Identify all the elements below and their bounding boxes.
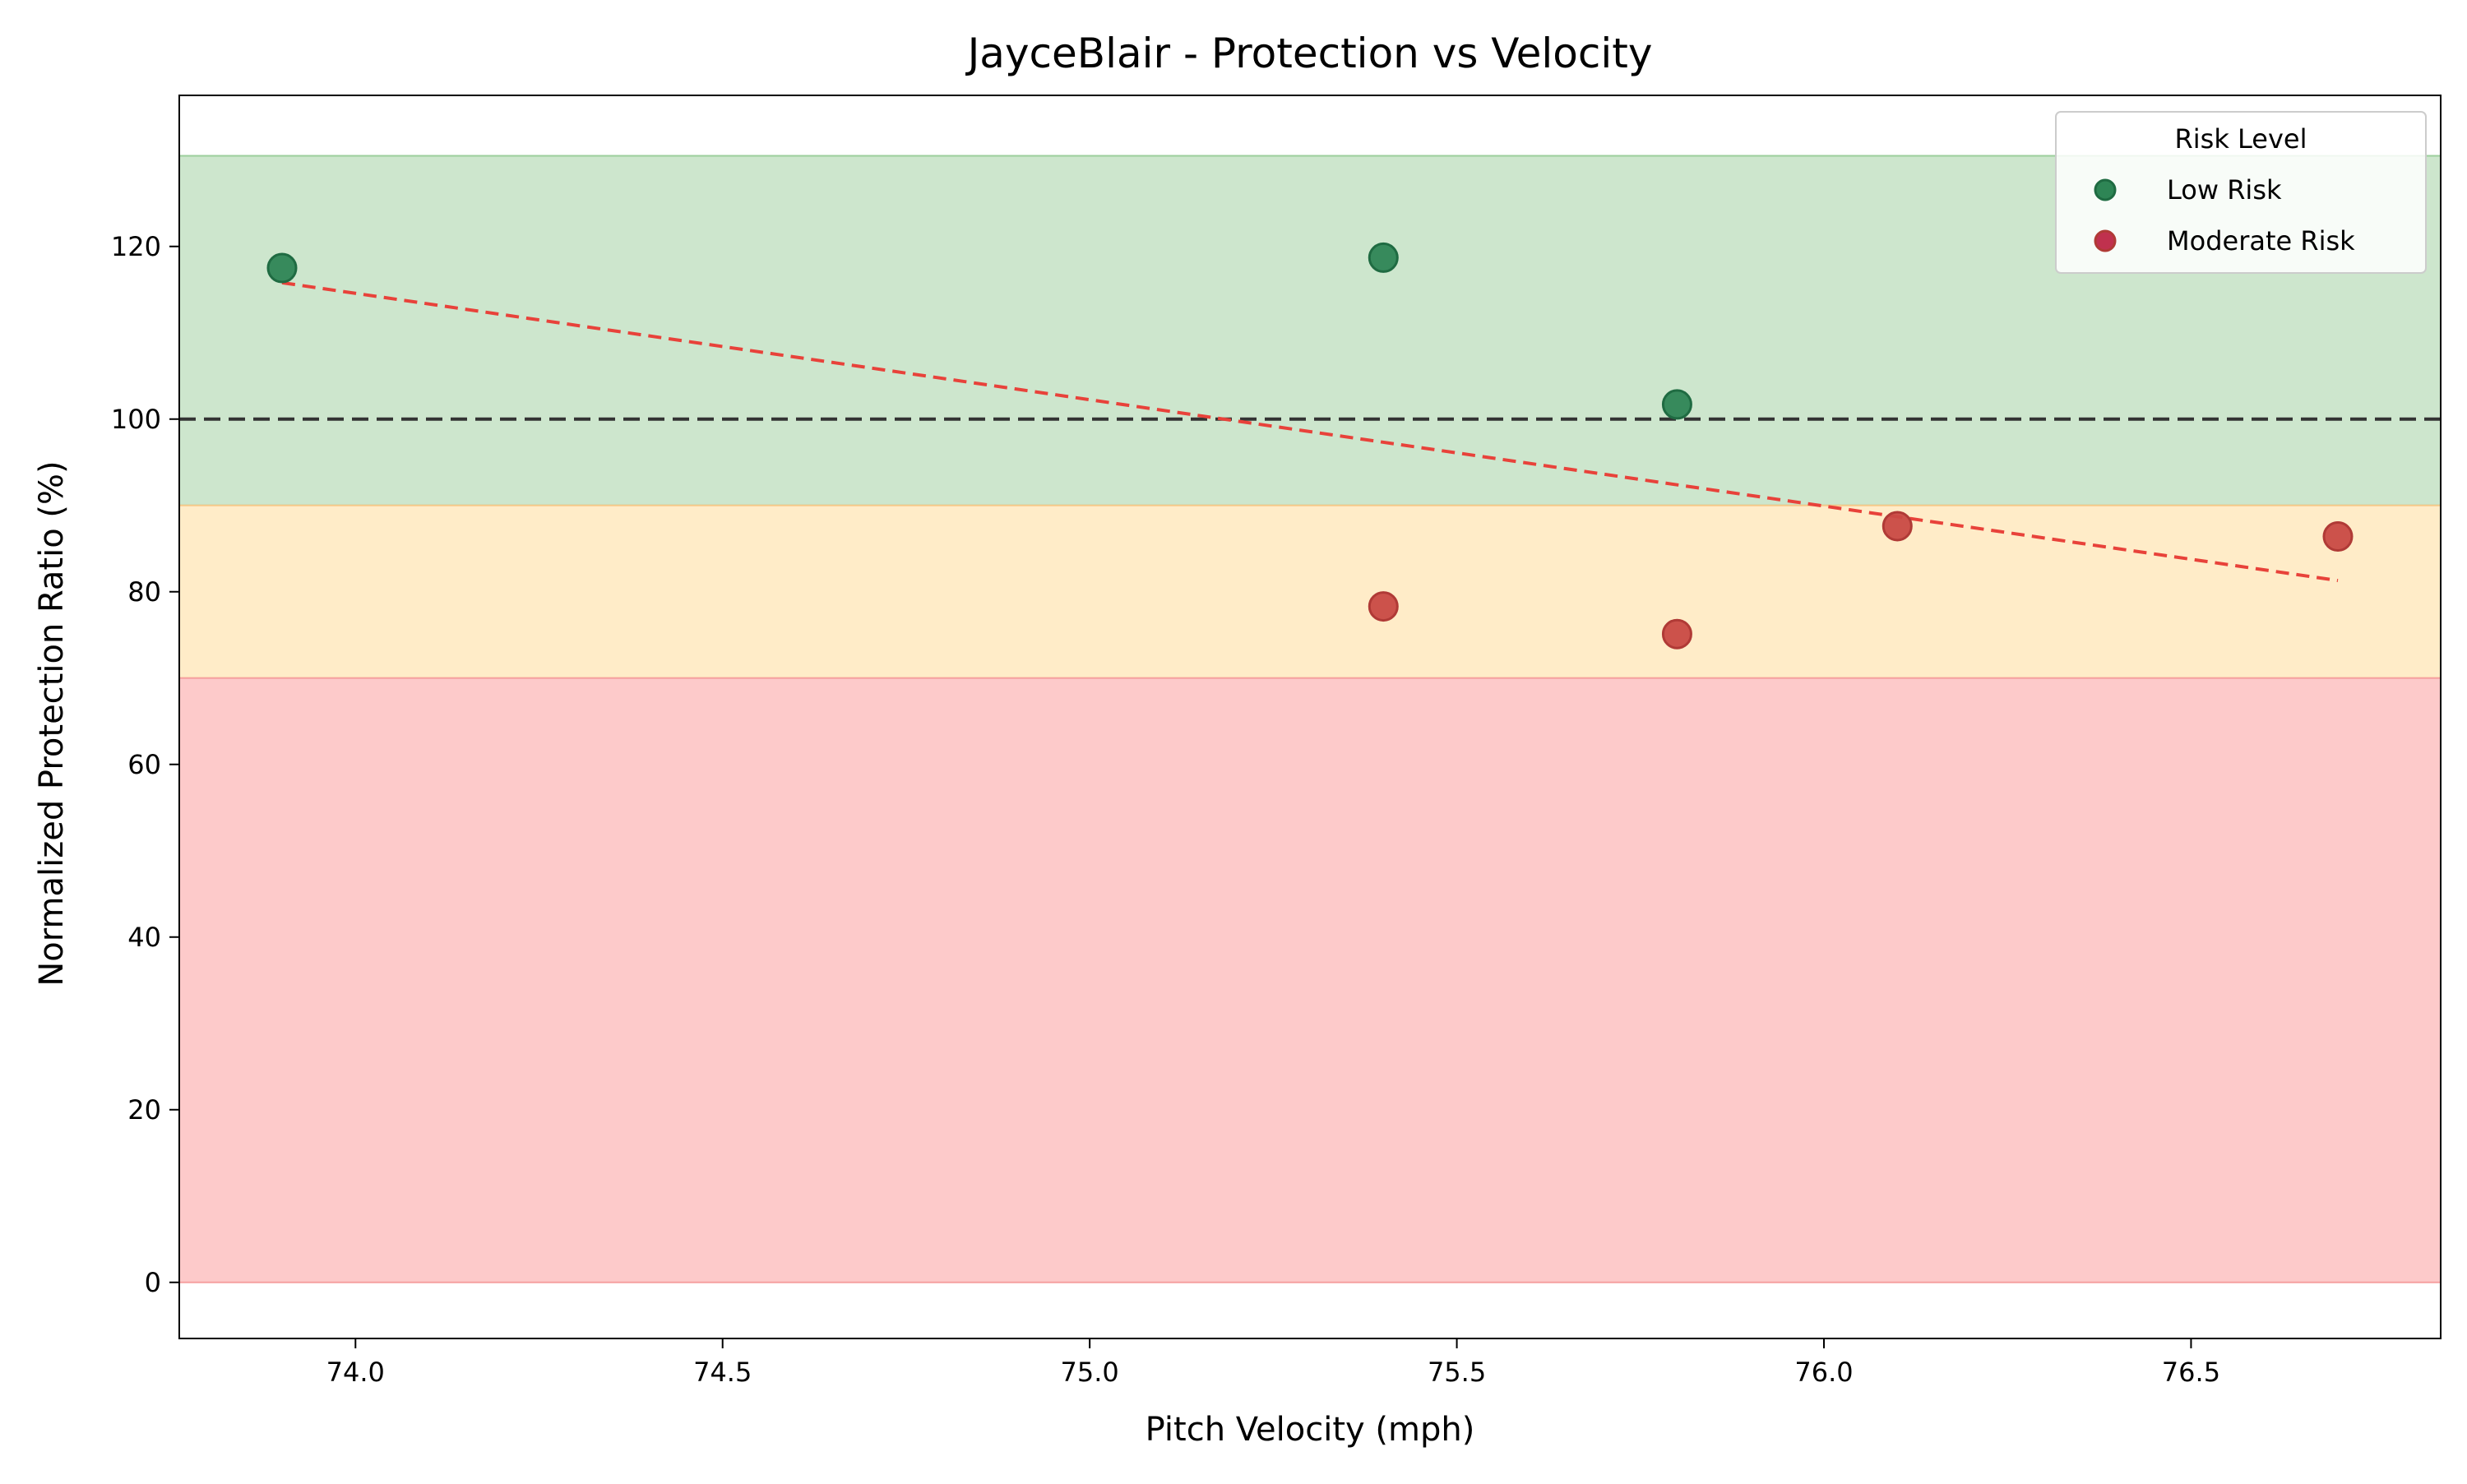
moderate-risk-point — [1368, 591, 1399, 622]
legend-marker-low-risk — [2094, 178, 2117, 201]
plot-frame — [178, 95, 2442, 1339]
moderate-risk-point — [2322, 521, 2354, 552]
moderate-risk-point — [1881, 511, 1913, 542]
y-tick-label: 60 — [127, 749, 161, 780]
chart-title: JayceBlair - Protection vs Velocity — [965, 30, 1653, 77]
legend-marker-moderate-risk — [2094, 229, 2117, 252]
y-tick-label: 120 — [111, 231, 161, 262]
x-tick-label: 75.0 — [1061, 1357, 1119, 1388]
low-risk-point — [1368, 242, 1399, 273]
x-axis-ticks: 74.0 74.5 75.0 75.5 76.0 76.5 — [326, 1338, 2220, 1388]
risk-band-1 — [178, 504, 2442, 679]
data-points — [266, 242, 2354, 650]
y-tick-label: 80 — [127, 576, 161, 608]
x-tick-label: 76.0 — [1794, 1357, 1853, 1388]
legend-label-moderate-risk: Moderate Risk — [2167, 225, 2355, 257]
risk-band-2 — [178, 677, 2442, 1283]
y-tick-label: 40 — [127, 922, 161, 953]
x-tick-label: 76.5 — [2162, 1357, 2220, 1388]
reference-lines — [179, 280, 2441, 583]
low-risk-point — [266, 252, 298, 284]
y-tick-label: 0 — [145, 1267, 161, 1298]
trend-line — [281, 280, 2339, 583]
moderate-risk-point — [1661, 618, 1692, 650]
x-axis-label: Pitch Velocity (mph) — [1146, 1411, 1475, 1449]
legend-title: Risk Level — [2175, 123, 2307, 155]
y-axis-ticks: 0 20 40 60 80 100 120 — [111, 231, 179, 1298]
y-tick-label: 100 — [111, 404, 161, 435]
y-axis-label: Normalized Protection Ratio (%) — [33, 460, 71, 986]
low-risk-point — [1661, 389, 1692, 420]
legend-label-low-risk: Low Risk — [2167, 174, 2282, 206]
x-tick-label: 74.0 — [326, 1357, 385, 1388]
legend-box — [2055, 111, 2427, 274]
y-tick-label: 20 — [127, 1094, 161, 1126]
x-tick-label: 75.5 — [1428, 1357, 1486, 1388]
legend: Risk Level Low Risk Moderate Risk — [2055, 111, 2427, 274]
x-tick-label: 74.5 — [693, 1357, 752, 1388]
risk-bands — [178, 155, 2442, 1283]
